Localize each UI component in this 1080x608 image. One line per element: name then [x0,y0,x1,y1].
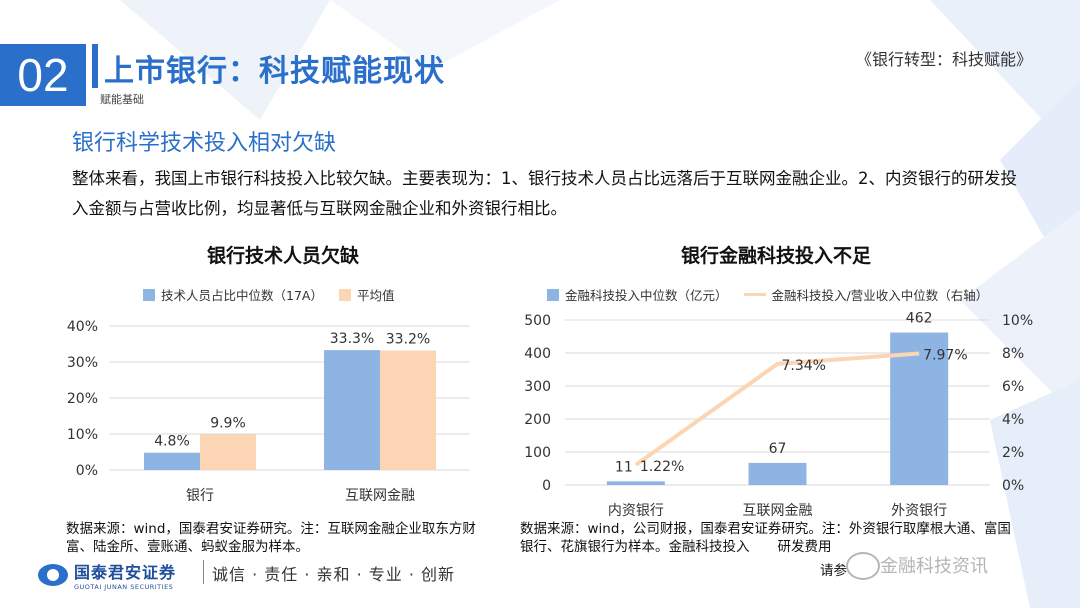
x-category-label: 互联网金融 [345,488,415,504]
footer-slogan: 诚信 · 责任 · 亲和 · 专业 · 创新 [212,565,456,584]
data-label-bar: 11 [615,459,633,475]
y-left-tick-label: 200 [524,412,551,428]
y-left-tick-label: 400 [524,346,551,362]
bar-average [200,434,256,470]
y-tick-label: 0% [76,463,98,479]
y-right-tick-label: 0% [1002,478,1024,494]
data-label-bar: 67 [769,441,787,457]
chart-left-title: 银行技术人员欠缺 [207,245,360,267]
legend-label-tech-ratio: 技术人员占比中位数（17A） [161,288,323,303]
logo-mark-icon [38,564,68,586]
source-note-right: 数据来源：wind，公司财报，国泰君安证券研究。注：外资银行取摩根大通、富国银行… [520,520,1020,556]
legend-label-fintech-median: 金融科技投入中位数（亿元） [565,288,728,303]
y-right-tick-label: 4% [1002,412,1024,428]
y-tick-label: 20% [67,391,98,407]
bar-fintech-median [748,462,807,485]
section-number: 02 [0,44,86,106]
section-heading: 银行科学技术投入相对欠缺 [72,131,337,156]
bar-tech-ratio [324,350,380,470]
legend-label-fintech-ratio: 金融科技投入/营业收入中位数（右轴） [771,288,989,303]
company-logo: 国泰君安证券 GUOTAI JUNAN SECURITIES [38,559,176,591]
chart-left-legend: 技术人员占比中位数（17A） 平均值 [143,285,394,304]
source-note-left: 数据来源：wind，国泰君安证券研究。注：互联网金融企业取东方财富、陆金所、壹账… [66,521,476,555]
y-tick-label: 10% [67,427,98,443]
data-label: 4.8% [154,434,190,450]
chart-right-legend: 金融科技投入中位数（亿元） 金融科技投入/营业收入中位数（右轴） [547,285,988,304]
source-note-right-text: 数据来源：wind，公司财报，国泰君安证券研究。注：外资银行取摩根大通、富国银行… [520,521,1011,555]
y-right-tick-label: 6% [1002,379,1024,395]
legend-swatch-peach [338,288,351,301]
footer-divider [203,560,204,584]
x-category-label: 互联网金融 [743,503,813,519]
data-label-bar: 462 [906,311,933,327]
y-left-tick-label: 0 [542,478,551,494]
bar-fintech-median [606,481,665,485]
page-title: 上市银行：科技赋能现状 [104,54,445,89]
data-label: 33.2% [386,331,430,347]
section-sub-label: 赋能基础 [100,93,144,106]
legend-swatch-blue [143,288,155,301]
legend-label-average: 平均值 [356,288,395,303]
logo-name-en: GUOTAI JUNAN SECURITIES [74,583,174,591]
x-category-label: 外资银行 [891,503,947,519]
y-right-tick-label: 8% [1002,346,1024,362]
bar-tech-ratio [144,452,200,470]
summary-text: 整体来看，我国上市银行科技投入比较欠缺。主要表现为：1、银行技术人员占比远落后于… [72,169,1017,218]
document-title: 《银行转型：科技赋能》 [855,50,1032,69]
data-label: 9.9% [210,415,246,431]
y-right-tick-label: 2% [1002,445,1024,461]
chart-right-svg: 0 100 200 300 400 500 0% 2% 4% 6% 8% 10% 11 内资银行 67 互联网… [524,311,1033,519]
watermark: 金融科技资讯 [880,556,988,577]
legend-line-peach [743,293,766,296]
y-right-tick-label: 10% [1002,313,1033,329]
y-left-tick-label: 100 [524,445,551,461]
line-fintech-ratio [634,351,920,467]
disclaimer-text: 请参 [820,563,847,579]
bar-average [380,350,436,470]
wechat-icon [846,552,880,580]
y-tick-label: 30% [67,355,98,371]
bar-fintech-median [890,332,949,485]
data-label-line: 1.22% [640,459,684,475]
data-label-line: 7.34% [782,358,826,374]
source-note-right-tail: 研发费用 [777,539,832,555]
legend-swatch-blue [547,288,559,301]
y-left-tick-label: 500 [524,313,551,329]
x-category-label: 内资银行 [608,503,664,519]
data-label-line: 7.97% [923,347,967,363]
y-tick-label: 40% [67,319,98,335]
logo-name-cn: 国泰君安证券 [74,563,177,582]
chart-right-title: 银行金融科技投入不足 [681,245,872,267]
data-label: 33.3% [330,331,374,347]
title-accent-bar [92,44,98,88]
y-left-tick-label: 300 [524,379,551,395]
x-category-label: 银行 [186,488,214,504]
chart-left-svg: 0% 10% 20% 30% 40% 4.8% 9.9% 银行 33.3% 33.2% 互联网金融 [67,319,470,504]
